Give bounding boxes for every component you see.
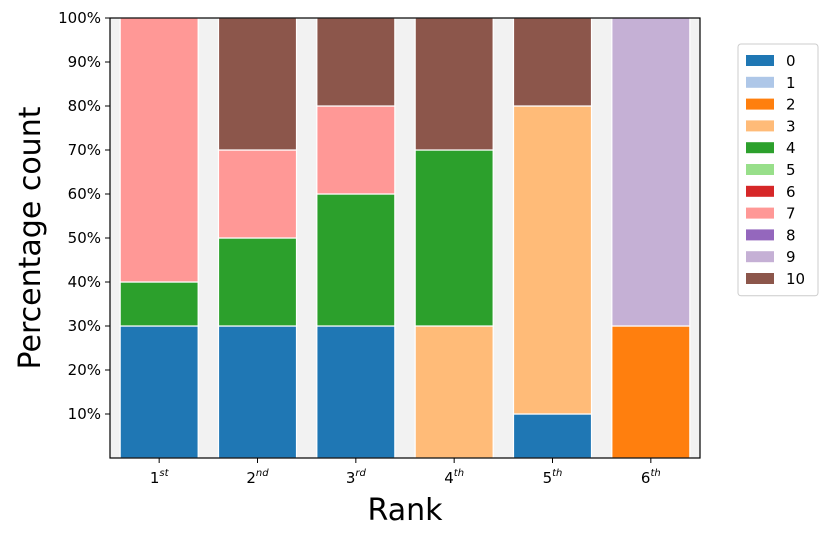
legend-swatch-4 — [746, 142, 774, 154]
legend-label-7: 7 — [786, 205, 796, 223]
plot-background — [110, 18, 700, 458]
bar-segment-rank5-series10 — [512, 17, 593, 107]
x-tick-label: 2nd — [246, 468, 269, 487]
bar-segment-rank3-series0 — [316, 325, 396, 459]
bar-segment-rank4-series3 — [414, 325, 494, 459]
bar-segment-rank2-series7 — [217, 149, 298, 239]
legend-swatch-8 — [746, 229, 774, 241]
x-axis-title: Rank — [368, 493, 444, 528]
legend-label-0: 0 — [786, 52, 796, 70]
legend-swatch-10 — [746, 273, 774, 284]
y-tick-label: 90% — [68, 53, 101, 71]
y-tick-label: 50% — [68, 229, 101, 247]
bar-segment-rank3-series4 — [316, 193, 396, 327]
legend-swatch-0 — [746, 55, 774, 66]
legend-swatch-7 — [746, 207, 774, 219]
y-tick-label: 30% — [68, 317, 101, 335]
legend-swatch-3 — [746, 120, 774, 132]
bar-segment-rank3-series10 — [316, 17, 396, 107]
bar-segment-rank6-series9 — [611, 17, 691, 327]
legend-label-5: 5 — [786, 161, 796, 179]
bar-segment-rank4-series10 — [414, 17, 494, 151]
bar-segment-rank6-series2 — [611, 325, 691, 459]
legend-label-8: 8 — [786, 226, 796, 244]
x-tick-label: 6th — [641, 468, 661, 487]
legend-swatch-9 — [746, 251, 774, 263]
legend-label-9: 9 — [786, 248, 796, 266]
bar-segment-rank5-series3 — [512, 105, 593, 415]
y-tick-label: 20% — [68, 361, 101, 379]
bar-segment-rank4-series4 — [414, 149, 494, 327]
bar-segment-rank2-series4 — [217, 237, 298, 327]
legend-label-1: 1 — [786, 74, 796, 92]
y-tick-label: 60% — [68, 185, 101, 203]
legend-label-6: 6 — [786, 183, 796, 201]
axes-layer: 10% 20% 30% 40% 50% 60% 70% 80% 90% 100% 1st 2nd 3rd… — [58, 9, 701, 487]
bar-segment-rank1-series0 — [119, 325, 199, 459]
y-tick-label: 10% — [68, 405, 101, 423]
bar-segment-rank2-series10 — [217, 17, 298, 151]
x-tick-label: 5th — [543, 468, 563, 487]
legend-label-4: 4 — [786, 139, 796, 157]
legend-swatch-6 — [746, 185, 774, 197]
y-tick-label: 40% — [68, 273, 101, 291]
bar-segment-rank1-series4 — [119, 281, 199, 327]
legend-label-2: 2 — [786, 96, 796, 114]
legend-label-3: 3 — [786, 117, 796, 135]
legend-swatch-2 — [746, 98, 774, 110]
legend: 0 1 2 3 4 5 6 7 8 9 10 — [737, 43, 819, 297]
bars-layer — [119, 17, 691, 459]
bar-segment-rank5-series0 — [512, 413, 593, 459]
bar-segment-rank3-series7 — [316, 105, 396, 195]
plot-area — [110, 18, 700, 458]
x-tick-label: 3rd — [346, 468, 367, 487]
x-tick-label: 1st — [150, 468, 170, 487]
y-axis-title: Percentage count — [13, 106, 48, 369]
y-tick-label: 100% — [58, 9, 101, 27]
x-tick-label: 4th — [444, 468, 464, 487]
y-tick-label: 80% — [68, 97, 101, 115]
legend-swatch-5 — [746, 164, 774, 175]
bar-segment-rank1-series7 — [119, 17, 199, 283]
y-tick-label: 70% — [68, 141, 101, 159]
bar-segment-rank2-series0 — [217, 325, 298, 459]
legend-label-10: 10 — [786, 270, 805, 288]
legend-swatch-1 — [746, 76, 774, 88]
